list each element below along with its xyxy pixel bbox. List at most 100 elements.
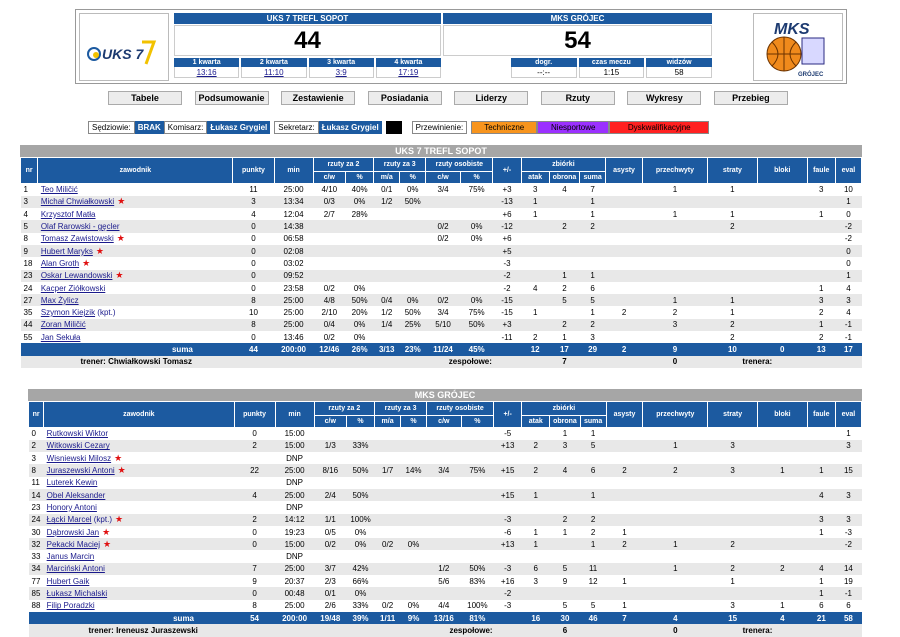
- stat-cell: [313, 220, 346, 233]
- player-link[interactable]: Marciński Antoni: [46, 564, 105, 574]
- player-link[interactable]: Łącki Marcel: [46, 515, 92, 525]
- meta-match-time: czas meczu 1:15: [578, 58, 645, 78]
- stat-cell: 15:00: [275, 538, 315, 551]
- stat-cell: [346, 427, 375, 440]
- stat-cell: [373, 220, 400, 233]
- player-link[interactable]: Janus Marcin: [46, 552, 95, 562]
- stat-cell: [605, 331, 643, 344]
- nav-wykresy[interactable]: Wykresy: [627, 91, 702, 105]
- player-link[interactable]: Witkowski Cezary: [46, 441, 110, 451]
- stat-cell: [461, 452, 494, 465]
- stat-cell: 2: [606, 464, 643, 477]
- stat-cell: +16: [493, 575, 522, 588]
- player-link[interactable]: Olaf Rarowski - gęcler: [40, 222, 120, 232]
- stat-cell: [642, 195, 708, 209]
- stat-cell: [521, 427, 550, 440]
- player-link[interactable]: Jan Sekuła: [40, 332, 81, 342]
- player-link[interactable]: Rutkowski Wiktor: [46, 429, 108, 439]
- stat-cell: [493, 550, 522, 563]
- stat-cell: 0/2: [313, 281, 346, 295]
- quarter-score-link[interactable]: 3:9: [308, 67, 374, 78]
- quarter-score-link[interactable]: 17:19: [375, 67, 441, 78]
- player-link[interactable]: Honory Antoni: [46, 502, 97, 512]
- stat-cell: 2: [521, 439, 550, 453]
- stat-cell: 0: [835, 257, 862, 270]
- stat-cell: 02:08: [274, 244, 314, 258]
- player-link[interactable]: Zoran Miličić: [40, 320, 86, 330]
- stat-cell: [425, 195, 461, 209]
- player-name-cell: Oskar Lewandowski ★: [37, 269, 233, 282]
- secretary-value: Łukasz Grygiel: [318, 120, 382, 134]
- nav-tabele[interactable]: Tabele: [108, 91, 182, 105]
- table-row: 2 Witkowski Cezary 2 15:00 1/3 33% +13 2 3 5 1 3 3: [28, 439, 862, 453]
- player-link[interactable]: Oskar Lewandowski: [40, 271, 113, 281]
- quarter-score-link[interactable]: 11:10: [241, 67, 307, 78]
- quarter-score-link[interactable]: 13:16: [174, 67, 240, 78]
- stat-cell: [400, 550, 427, 563]
- stat-cell: +3: [492, 318, 522, 332]
- player-name-cell: Zoran Miličić: [37, 318, 233, 332]
- stat-cell: [313, 232, 346, 245]
- player-link[interactable]: Michał Chwiałkowski: [40, 197, 115, 207]
- player-link[interactable]: Filip Poradzki: [46, 601, 95, 611]
- table-row: 24 Kacper Ziółkowski 0 23:58 0/2 0% -2 4 2 6 1 4: [20, 281, 862, 295]
- stat-cell: 9: [234, 575, 276, 588]
- player-link[interactable]: Hubert Maryks: [40, 246, 93, 256]
- nav-podsumowanie[interactable]: Podsumowanie: [194, 91, 269, 105]
- nav-przebieg[interactable]: Przebieg: [713, 91, 788, 105]
- player-link[interactable]: Max Żylicz: [40, 295, 79, 305]
- player-link[interactable]: Dąbrowski Jan: [46, 527, 100, 537]
- stat-cell: [580, 501, 607, 514]
- player-link[interactable]: Kacper Ziółkowski: [40, 283, 106, 293]
- home-team-name: UKS 7 TREFL SOPOT: [174, 13, 441, 24]
- stat-cell: [399, 331, 426, 344]
- nav-bar: Tabele Podsumowanie Zestawienie Posiadan…: [108, 91, 788, 105]
- player-link[interactable]: Wisniewski Milosz: [46, 453, 112, 463]
- stat-cell: -2: [835, 220, 862, 233]
- stat-cell: [400, 476, 427, 489]
- stat-cell: [521, 587, 550, 600]
- nav-liderzy[interactable]: Liderzy: [454, 91, 529, 105]
- player-number: 1: [20, 183, 38, 196]
- player-link[interactable]: Obel Aleksander: [46, 490, 106, 500]
- home-table-caption: UKS 7 TREFL SOPOT: [20, 145, 862, 157]
- nav-zestawienie[interactable]: Zestawienie: [281, 91, 356, 105]
- stat-cell: [757, 318, 808, 332]
- player-link[interactable]: Szymon Kiejzik: [40, 308, 96, 318]
- nav-posiadania[interactable]: Posiadania: [367, 91, 442, 105]
- stat-cell: [426, 452, 462, 465]
- player-link[interactable]: Juraszewski Antoni: [46, 466, 115, 476]
- nav-rzuty[interactable]: Rzuty: [540, 91, 615, 105]
- stat-cell: DNP: [275, 550, 315, 563]
- stat-cell: [549, 232, 580, 245]
- stat-cell: 14%: [400, 464, 427, 477]
- stat-cell: [461, 427, 494, 440]
- player-link[interactable]: Tomasz Zawistowski: [40, 234, 114, 244]
- player-link[interactable]: Teo Miličić: [40, 185, 78, 195]
- player-link[interactable]: Alan Groth: [40, 258, 80, 268]
- stat-cell: 4: [835, 306, 862, 319]
- player-link[interactable]: Pekacki Maciej: [46, 539, 100, 549]
- stat-cell: [346, 550, 375, 563]
- player-link[interactable]: Krzysztof Matła: [40, 209, 96, 219]
- stat-cell: 50%: [346, 488, 375, 502]
- stat-cell: 25%: [399, 318, 426, 332]
- stat-cell: 14:12: [275, 513, 315, 526]
- stat-cell: 1: [549, 525, 581, 539]
- stat-cell: 3: [835, 439, 862, 453]
- player-number: 23: [28, 501, 44, 514]
- player-link[interactable]: Luterek Kewin: [46, 478, 98, 488]
- stat-cell: 11: [580, 562, 607, 576]
- stat-cell: 100%: [346, 513, 375, 526]
- player-link[interactable]: Hubert Gaik: [46, 576, 90, 586]
- stat-cell: [461, 513, 494, 526]
- player-name-cell: Teo Miličić: [37, 183, 233, 196]
- player-number: 23: [20, 269, 38, 282]
- player-number: 44: [20, 318, 38, 332]
- player-link[interactable]: Łukasz Michalski: [46, 589, 108, 598]
- player-number: 4: [20, 208, 38, 221]
- stat-cell: 0%: [460, 220, 493, 233]
- player-name-cell: Hubert Maryks ★: [37, 244, 233, 258]
- stat-cell: 8: [234, 599, 276, 612]
- spacer-cell: [807, 624, 862, 637]
